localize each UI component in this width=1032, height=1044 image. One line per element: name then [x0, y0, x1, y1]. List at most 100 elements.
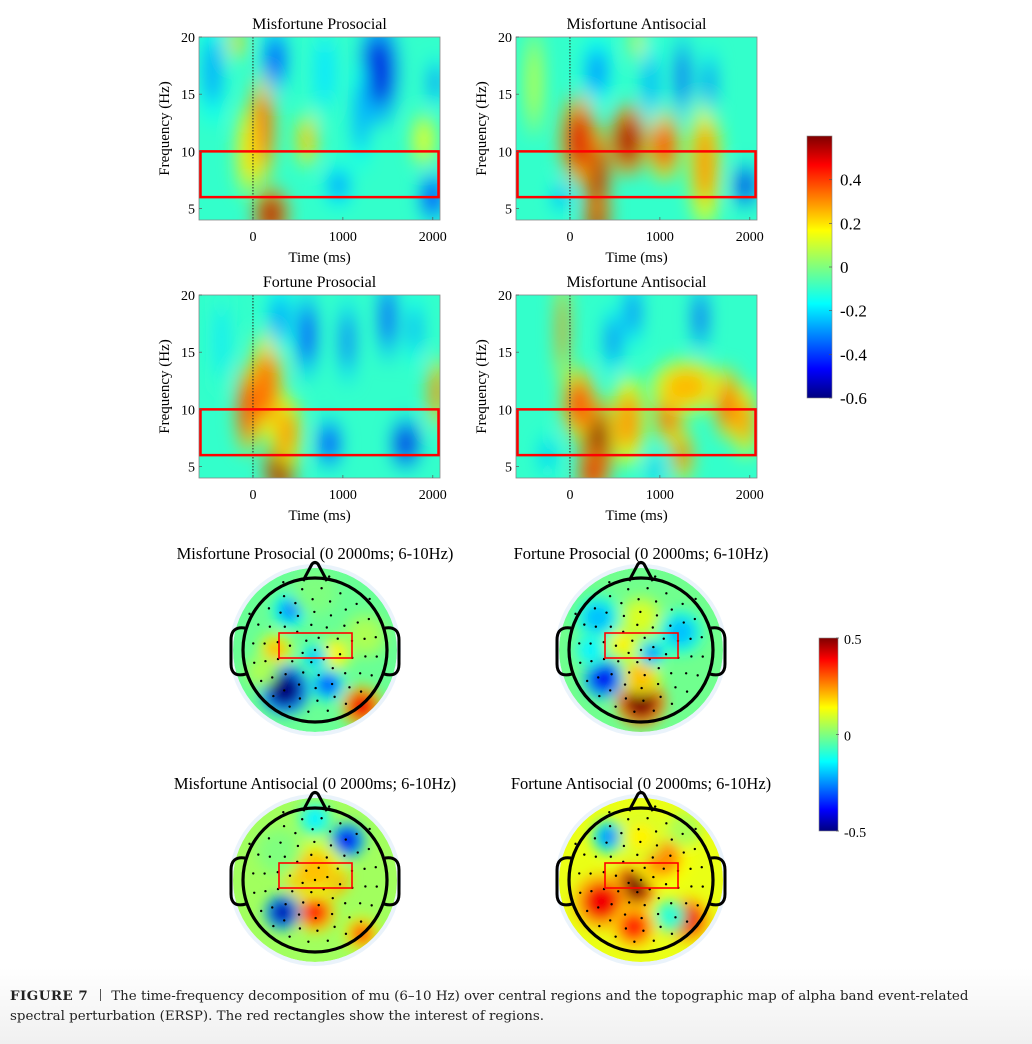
topo-blob	[250, 660, 272, 683]
electrode-dot	[583, 853, 586, 856]
x-tick-label: 2000	[419, 230, 447, 245]
electrode-dot	[590, 889, 593, 893]
electrode-dot	[368, 597, 371, 601]
electrode-dot	[317, 903, 320, 907]
right-ear-outline	[383, 626, 401, 677]
electrode-dot	[313, 878, 317, 882]
electrode-dot	[627, 588, 630, 591]
figure-label: FIGURE 7	[10, 988, 89, 1004]
electrode-dot	[609, 689, 612, 692]
tf-colorbar: 0.4 0.2 0 -0.2 -0.4 -0.6	[806, 135, 867, 408]
topo-blob	[590, 665, 617, 692]
electrode-dot	[694, 827, 697, 831]
electrode-dot	[259, 909, 263, 913]
topo-colorbar-tick-label: 0.5	[844, 633, 862, 648]
tf-blob	[267, 37, 284, 83]
tf-blob	[342, 312, 352, 370]
tf-blob	[410, 306, 420, 353]
electrode-dot	[301, 818, 304, 821]
electrode-dot	[298, 927, 302, 930]
y-axis-label: Frequency (Hz)	[157, 339, 173, 434]
electrode-dot	[643, 636, 646, 640]
electrode-dot	[614, 874, 618, 877]
electrode-dot	[282, 824, 286, 828]
electrode-dot	[301, 588, 304, 591]
y-axis-label: Frequency (Hz)	[474, 339, 490, 434]
topo-blob	[619, 912, 649, 942]
electrode-dot	[367, 617, 371, 621]
electrode-dot	[283, 689, 286, 692]
electrode-dot	[263, 642, 266, 645]
electrode-dot	[659, 695, 662, 699]
axes-box	[515, 294, 758, 479]
electrode-dot	[669, 854, 672, 857]
electrode-dot	[333, 695, 336, 699]
electrode-dot	[344, 838, 347, 841]
topo-blob	[304, 808, 326, 830]
electrode-dot	[272, 694, 275, 698]
tf-blob	[587, 48, 606, 95]
electrode-dot	[608, 581, 611, 584]
topo-blob	[351, 621, 380, 650]
electrode-dot	[279, 841, 282, 844]
electrode-dot	[684, 902, 688, 905]
electrode-dot	[636, 890, 639, 894]
tf-blob-layer	[525, 37, 757, 220]
electrode-dot	[333, 925, 336, 929]
tf-panel: Misfortune Prosocial 20 15 10 5 0 1000 2000 Time…	[157, 16, 447, 266]
electrode-dot	[296, 614, 300, 618]
topo-blob	[597, 826, 620, 848]
electrode-dot	[344, 702, 348, 706]
electrode-dot	[282, 811, 285, 814]
electrode-dot	[622, 844, 626, 848]
nose-outline	[301, 561, 329, 582]
electrode-dot	[681, 832, 684, 836]
electrode-dot	[363, 637, 366, 641]
tf-blob	[645, 54, 657, 112]
topo-blob	[579, 639, 602, 661]
electrode-dot	[313, 610, 316, 614]
tf-blob	[260, 197, 282, 220]
electrode-dot	[620, 601, 623, 605]
electrode-dot	[610, 903, 613, 906]
tf-blob	[738, 397, 753, 444]
electrode-dot	[574, 612, 577, 616]
electrode-dot	[330, 682, 334, 686]
topo-map: Misfortune Antisocial (0 2000ms; 6-10Hz)	[174, 774, 456, 966]
y-tick-label: 10	[181, 145, 195, 160]
tf-blob	[396, 426, 415, 461]
electrode-dot	[664, 653, 668, 656]
electrode-dot	[284, 673, 287, 676]
y-tick-label: 10	[498, 145, 512, 160]
topo-blob	[643, 644, 661, 663]
electrode-dot	[370, 904, 373, 907]
electrode-dot	[590, 659, 593, 663]
electrode-dot	[700, 636, 703, 639]
electrode-dot	[665, 592, 668, 595]
x-tick-label: 0	[249, 230, 256, 245]
left-ear-outline	[229, 626, 247, 677]
electrode-dot	[272, 924, 275, 928]
electrode-dot	[681, 602, 684, 606]
tf-colorbar-tick-label: 0.2	[840, 214, 861, 233]
electrode-dot	[302, 671, 305, 674]
electrode-dot	[339, 822, 342, 825]
roi-rectangle	[516, 408, 757, 457]
electrode-dot	[268, 625, 272, 628]
electrode-dot	[684, 672, 688, 675]
electrode-dot	[636, 660, 639, 664]
electrode-dot	[374, 636, 377, 639]
electrode-dot	[338, 653, 342, 656]
electrode-dot	[257, 853, 260, 856]
electrode-dot	[674, 686, 677, 689]
right-ear-outline	[709, 856, 727, 907]
electrode-dot	[291, 890, 294, 893]
topo-blob-layer	[255, 801, 380, 952]
electrode-dot	[701, 885, 704, 888]
topo-title: Fortune Antisocial (0 2000ms; 6-10Hz)	[511, 774, 771, 793]
tf-blob	[654, 122, 675, 169]
axes-box	[515, 36, 758, 221]
electrode-dot	[325, 626, 328, 629]
electrode-dot	[640, 916, 643, 920]
x-tick-label: 0	[566, 488, 573, 503]
